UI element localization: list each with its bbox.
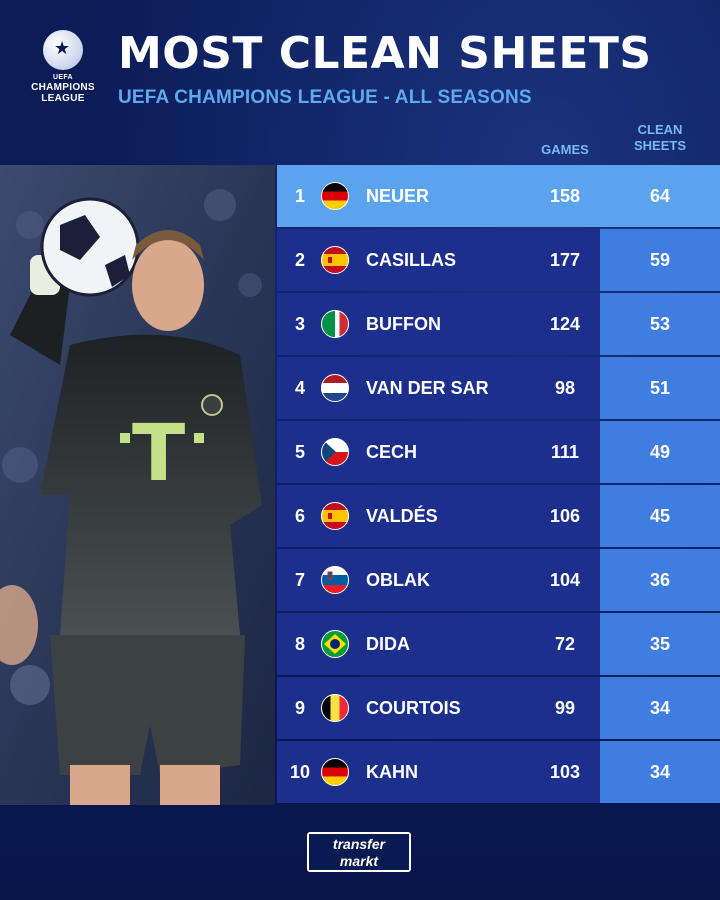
clean-sheets-value: 53 [649, 314, 671, 334]
rank: 10 [289, 762, 311, 782]
spain-flag-icon [321, 246, 349, 274]
games-value: 111 [550, 442, 580, 462]
clean-sheets-cell-bg [600, 613, 720, 675]
clean-sheets-cell-bg [600, 293, 720, 355]
goalkeeper-illustration: T [0, 165, 275, 805]
table-row: 9 COURTOIS 99 34 [277, 677, 720, 739]
player-name: KAHN [366, 762, 418, 782]
page-title: MOST CLEAN SHEETS [118, 28, 652, 79]
brazil-flag-icon [321, 630, 349, 658]
games-value: 158 [549, 186, 581, 206]
table-row: 2 CASILLAS 177 59 [277, 229, 720, 291]
clean-sheets-cell-bg [600, 357, 720, 419]
rank: 6 [294, 506, 305, 526]
games-value: 103 [549, 762, 581, 782]
belgium-flag-icon [321, 694, 349, 722]
games-value: 106 [549, 506, 581, 526]
column-header-clean-sheets: CLEAN SHEETS [620, 122, 700, 154]
clean-sheets-value: 34 [649, 698, 671, 718]
header: UEFA CHAMPIONS LEAGUE MOST CLEAN SHEETS … [0, 0, 720, 165]
table-row: 5 CECH 111 49 [277, 421, 720, 483]
games-value: 177 [549, 250, 581, 270]
clean-sheets-cell-bg [600, 421, 720, 483]
player-name: BUFFON [366, 314, 441, 334]
rank: 8 [294, 634, 305, 654]
column-header-clean-sheets-line-1: CLEAN [637, 122, 683, 137]
logo-line-3: LEAGUE [41, 93, 85, 104]
slovenia-flag-icon [321, 566, 349, 594]
table-row: 4 VAN DER SAR 98 51 [277, 357, 720, 419]
rank: 2 [294, 250, 305, 270]
logo-line-2: CHAMPIONS [31, 82, 95, 93]
clean-sheets-cell-bg [600, 677, 720, 739]
clean-sheets-value: 64 [649, 186, 671, 206]
player-photo: T [0, 165, 275, 805]
games-value: 98 [554, 378, 576, 398]
clean-sheets-value: 59 [649, 250, 671, 270]
clean-sheets-cell-bg [600, 549, 720, 611]
table-row: 1 NEUER 158 64 [277, 165, 720, 227]
clean-sheets-cell-bg [600, 485, 720, 547]
player-name: VALDÉS [366, 506, 438, 526]
netherlands-flag-icon [321, 374, 349, 402]
table-row: 6 VALDÉS 106 45 [277, 485, 720, 547]
clean-sheets-table: 1 NEUER 158 64 2 CASILLAS 177 59 3 BUFFO… [277, 165, 720, 805]
page-subtitle: UEFA CHAMPIONS LEAGUE - ALL SEASONS [118, 87, 532, 108]
player-name: VAN DER SAR [366, 378, 489, 398]
czech-flag-icon [321, 438, 349, 466]
clean-sheets-value: 35 [649, 634, 671, 654]
clean-sheets-value: 34 [649, 762, 671, 782]
starball-icon [43, 30, 83, 70]
logo-line-1: UEFA [53, 74, 73, 81]
clean-sheets-value: 36 [649, 570, 671, 590]
rank: 1 [294, 186, 305, 206]
transfermarkt-logo-text: transfer markt [309, 834, 409, 870]
transfermarkt-line-1: transfer [332, 836, 386, 852]
logo-text: UEFA CHAMPIONS LEAGUE [31, 74, 95, 104]
rank: 7 [294, 570, 305, 590]
transfermarkt-line-2: markt [339, 853, 379, 869]
games-value: 99 [554, 698, 576, 718]
clean-sheets-cell-bg [600, 741, 720, 803]
player-name: NEUER [366, 186, 430, 206]
champions-league-logo: UEFA CHAMPIONS LEAGUE [20, 30, 106, 112]
rank: 3 [294, 314, 305, 334]
player-name: COURTOIS [366, 698, 461, 718]
clean-sheets-cell-bg [600, 229, 720, 291]
table-row: 3 BUFFON 124 53 [277, 293, 720, 355]
player-name: CECH [366, 442, 418, 462]
games-value: 124 [549, 314, 581, 334]
svg-text:T: T [132, 409, 185, 499]
column-header-clean-sheets-line-2: SHEETS [633, 138, 686, 153]
germany-flag-icon [321, 758, 349, 786]
rank: 9 [294, 698, 305, 718]
table-row: 10 KAHN 103 34 [277, 741, 720, 803]
table-row: 8 DIDA 72 35 [277, 613, 720, 675]
clean-sheets-value: 51 [649, 378, 671, 398]
player-name: DIDA [366, 634, 410, 654]
player-name: CASILLAS [366, 250, 456, 270]
rank: 5 [294, 442, 305, 462]
spain-flag-icon [321, 502, 349, 530]
germany-flag-icon [321, 182, 349, 210]
transfermarkt-logo: transfer markt [307, 832, 411, 872]
clean-sheets-value: 49 [649, 442, 671, 462]
clean-sheets-value: 45 [649, 506, 671, 526]
italy-flag-icon [321, 310, 349, 338]
player-name: OBLAK [366, 570, 430, 590]
games-value: 72 [554, 634, 576, 654]
rank: 4 [294, 378, 305, 398]
games-value: 104 [549, 570, 581, 590]
table-row: 7 OBLAK 104 36 [277, 549, 720, 611]
column-header-games: GAMES [541, 142, 589, 157]
